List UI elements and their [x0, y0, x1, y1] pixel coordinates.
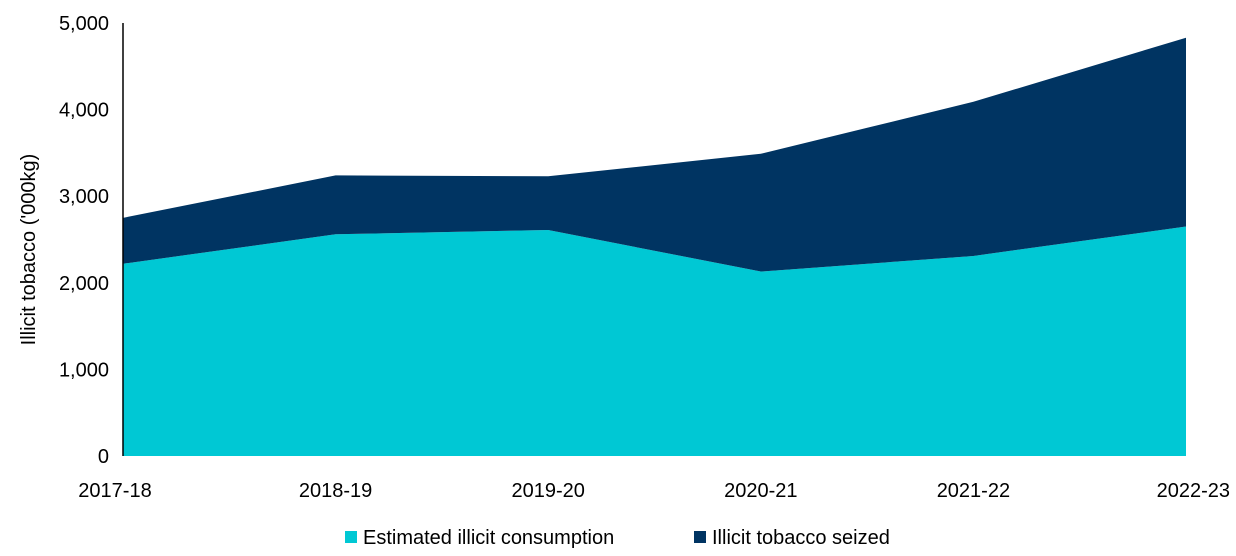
y-axis-title: Illicit tobacco ('000kg)	[18, 154, 40, 346]
y-tick-label: 2,000	[59, 273, 109, 295]
legend-item-illicit-tobacco-seized: Illicit tobacco seized	[694, 527, 890, 549]
y-tick-labels: 0 1,000 2,000 3,000 4,000 5,000	[59, 13, 109, 468]
legend-item-estimated-illicit-consumption: Estimated illicit consumption	[345, 527, 614, 549]
x-tick-label: 2021-22	[937, 480, 1010, 502]
y-tick-label: 5,000	[59, 13, 109, 35]
y-tick-label: 1,000	[59, 359, 109, 381]
legend: Estimated illicit consumption Illicit tob…	[345, 527, 890, 549]
legend-swatch	[345, 531, 357, 543]
area-illicit-tobacco-seized	[123, 37, 1186, 272]
legend-label: Estimated illicit consumption	[363, 527, 614, 549]
x-tick-label: 2020-21	[724, 480, 797, 502]
area-series-group	[123, 37, 1186, 456]
y-tick-label: 4,000	[59, 100, 109, 122]
legend-swatch	[694, 531, 706, 543]
x-tick-label: 2018-19	[299, 480, 372, 502]
x-tick-label: 2022-23	[1157, 480, 1230, 502]
y-tick-label: 0	[98, 446, 109, 468]
x-tick-label: 2017-18	[78, 480, 151, 502]
y-tick-label: 3,000	[59, 186, 109, 208]
area-estimated-illicit-consumption	[123, 226, 1186, 456]
x-tick-labels: 2017-18 2018-19 2019-20 2020-21 2021-22 2022-…	[78, 480, 1230, 502]
x-tick-label: 2019-20	[511, 480, 584, 502]
legend-label: Illicit tobacco seized	[712, 527, 890, 549]
